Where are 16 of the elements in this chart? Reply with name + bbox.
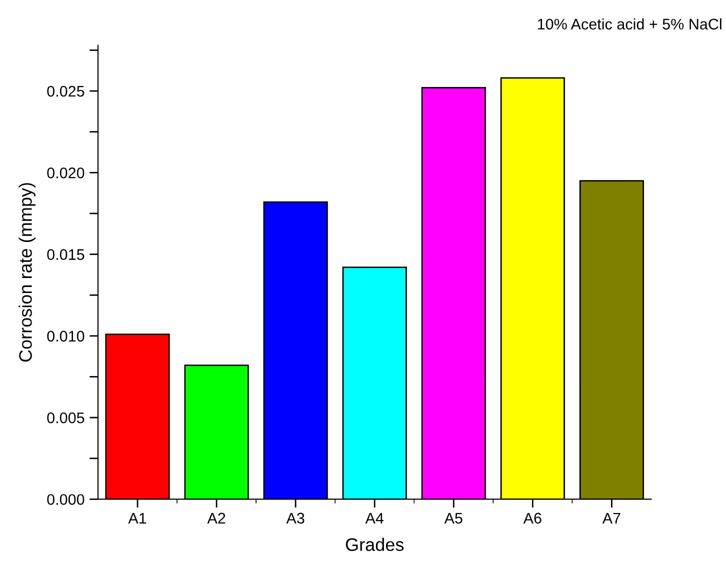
y-tick-label: 0.015 [47,249,84,260]
y-tick-label: 0.005 [47,412,84,424]
x-tick-label: A2 [207,512,226,524]
y-tick-label: 0.025 [47,86,84,97]
y-tick-label: 0.020 [47,168,84,178]
x-tick-label: A5 [444,512,462,524]
x-axis-title: Grades [346,538,404,552]
y-axis-title: Corrosion rate (mmpy) [18,183,36,362]
x-tick-label: A1 [128,512,146,524]
chart-title: 10% Acetic acid + 5% NaCl [538,18,722,30]
y-tick-label: 0.010 [47,330,84,342]
x-tick-label: A6 [523,512,542,524]
x-tick-label: A7 [602,512,620,524]
y-tick-label: 0.000 [47,494,84,505]
x-tick-label: A4 [365,512,384,524]
x-tick-label: A3 [286,512,304,524]
